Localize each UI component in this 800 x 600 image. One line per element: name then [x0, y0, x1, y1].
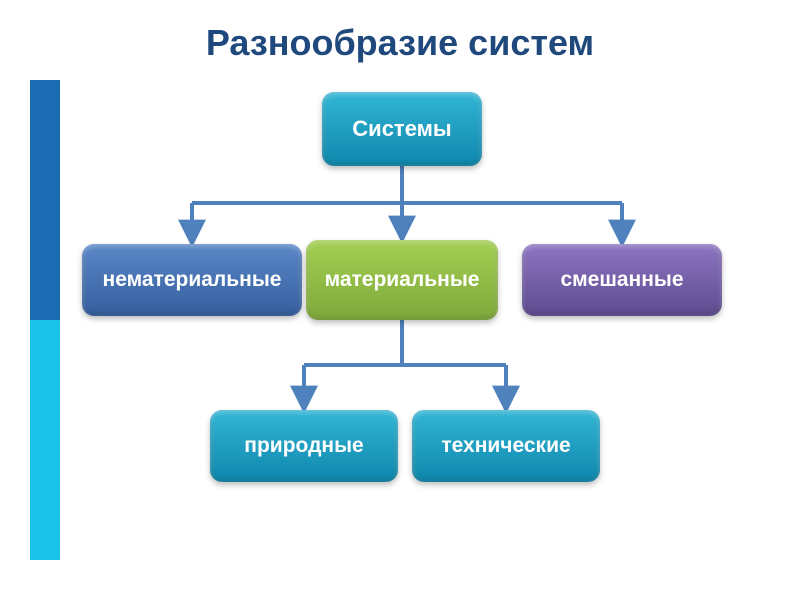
node-material: материальные [306, 240, 498, 320]
node-systems: Системы [322, 92, 482, 166]
page-title: Разнообразие систем [0, 22, 800, 64]
node-nonmaterial: нематериальные [82, 244, 302, 316]
sidebar-accent-top [30, 80, 60, 320]
node-mixed: смешанные [522, 244, 722, 316]
node-technical: технические [412, 410, 600, 482]
sidebar-accent-bottom [30, 320, 60, 560]
node-natural: природные [210, 410, 398, 482]
